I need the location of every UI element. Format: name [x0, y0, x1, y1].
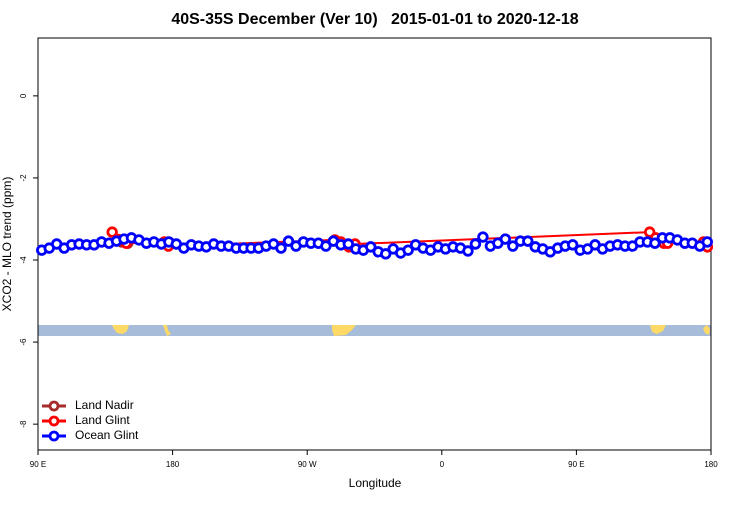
legend-marker: [48, 400, 60, 412]
point: [499, 233, 512, 245]
y-tick-label: -2: [19, 174, 28, 182]
point: [106, 226, 118, 238]
point: [320, 240, 332, 252]
point: [566, 239, 579, 251]
x-tick-label: 90 W: [298, 460, 317, 469]
legend-label: Land Nadir: [75, 398, 134, 412]
map-strip: [38, 325, 711, 336]
legend-label: Land Glint: [75, 413, 130, 427]
point: [275, 242, 287, 254]
x-tick-label: 180: [166, 460, 180, 469]
legend-marker: [48, 430, 60, 442]
point: [469, 238, 482, 250]
y-tick-label: -4: [19, 256, 28, 264]
y-tick-label: -6: [19, 338, 28, 346]
x-tick-label: 90 E: [568, 460, 584, 469]
point: [282, 235, 295, 247]
x-axis-label: Longitude: [349, 476, 402, 490]
legend-label: Ocean Glint: [75, 428, 139, 442]
point: [365, 241, 377, 253]
point: [342, 238, 355, 250]
x-tick-label: 90 E: [30, 460, 46, 469]
legend-marker: [48, 415, 60, 427]
point: [477, 231, 489, 243]
point: [649, 237, 661, 249]
y-tick-label: 0: [19, 93, 28, 98]
point: [701, 236, 713, 248]
point: [402, 244, 414, 256]
point: [462, 245, 474, 257]
point: [380, 248, 392, 260]
x-tick-label: 180: [704, 460, 718, 469]
point: [507, 240, 519, 252]
y-axis-label: XCO2 - MLO trend (ppm): [0, 177, 14, 312]
x-tick-label: 0: [440, 460, 445, 469]
chart-title: 40S-35S December (Ver 10) 2015-01-01 to …: [171, 11, 578, 28]
point: [522, 235, 534, 247]
y-tick-label: -8: [19, 420, 28, 428]
